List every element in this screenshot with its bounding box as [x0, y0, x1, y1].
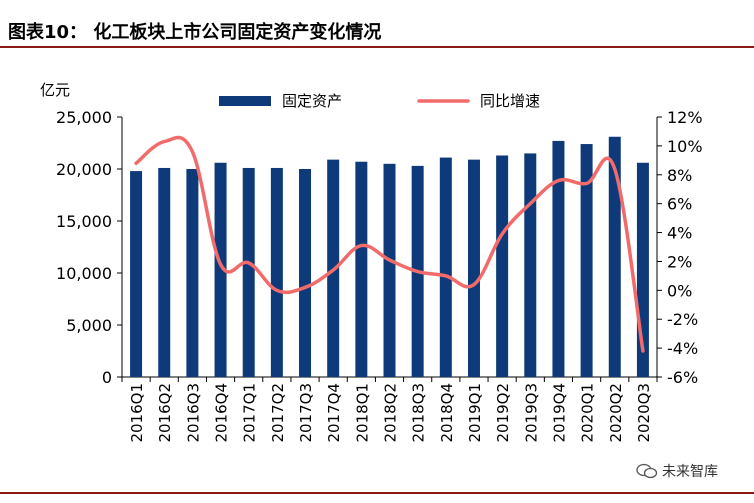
series-line-growth [134, 135, 645, 353]
right-tick-label: 12% [667, 108, 703, 127]
x-tick-label: 2020Q2 [607, 383, 625, 443]
bar [608, 136, 621, 377]
x-tick-label: 2016Q3 [184, 383, 202, 443]
bar [130, 171, 143, 377]
legend-label-line: 同比增速 [480, 92, 540, 110]
left-tick-label: 20,000 [56, 160, 112, 179]
x-tick-label: 2017Q1 [241, 383, 259, 443]
right-tick-label: 6% [667, 195, 692, 214]
x-tick-label: 2018Q4 [438, 383, 456, 443]
x-tick-label: 2017Q3 [297, 383, 315, 443]
bar [242, 167, 255, 377]
title-rule [0, 46, 754, 48]
x-tick-label: 2019Q2 [494, 383, 512, 443]
x-tick-label: 2018Q1 [353, 383, 371, 443]
x-tick-label: 2018Q2 [382, 383, 400, 443]
bar [299, 169, 312, 377]
x-tick-label: 2016Q4 [213, 383, 231, 443]
wechat-icon [636, 463, 658, 479]
left-tick-label: 25,000 [56, 108, 112, 127]
right-tick-label: -6% [667, 368, 698, 387]
watermark: 未来智库 [636, 461, 718, 481]
x-tick-label: 2016Q1 [128, 383, 146, 443]
right-tick-label: -2% [667, 310, 698, 329]
bar [355, 161, 368, 377]
watermark-text: 未来智库 [662, 464, 718, 480]
bar [214, 162, 227, 377]
bar [467, 159, 480, 377]
right-tick-label: 0% [667, 281, 692, 300]
left-tick-label: 10,000 [56, 264, 112, 283]
bar [383, 163, 396, 377]
right-tick-label: 10% [667, 137, 703, 156]
x-tick-label: 2019Q1 [466, 383, 484, 443]
bar [270, 167, 283, 377]
x-tick-label: 2017Q2 [269, 383, 287, 443]
x-tick-label: 2019Q4 [550, 383, 568, 443]
x-tick-label: 2020Q3 [635, 383, 653, 443]
x-tick-label: 2018Q3 [410, 383, 428, 443]
left-tick-label: 0 [102, 368, 112, 387]
x-tick-label: 2019Q3 [522, 383, 540, 443]
right-tick-label: 8% [667, 166, 692, 185]
right-tick-label: 4% [667, 224, 692, 243]
right-tick-label: -4% [667, 339, 698, 358]
left-tick-label: 15,000 [56, 212, 112, 231]
left-tick-label: 5,000 [66, 316, 112, 335]
legend-label-bar: 固定资产 [282, 92, 342, 110]
x-tick-label: 2016Q2 [156, 383, 174, 443]
x-tick-label: 2020Q1 [579, 383, 597, 443]
footer-rule [0, 492, 754, 494]
bar [186, 169, 199, 377]
right-tick-label: 2% [667, 252, 692, 271]
bar [552, 140, 565, 377]
bar [439, 157, 452, 377]
left-axis-unit: 亿元 [40, 81, 70, 99]
legend-swatch-bar [219, 96, 271, 106]
x-tick-label: 2017Q4 [325, 383, 343, 443]
bar [158, 167, 171, 377]
bar [580, 144, 593, 377]
figure-title: 图表10： 化工板块上市公司固定资产变化情况 [8, 22, 382, 43]
bar [496, 155, 509, 377]
bar [524, 153, 537, 377]
